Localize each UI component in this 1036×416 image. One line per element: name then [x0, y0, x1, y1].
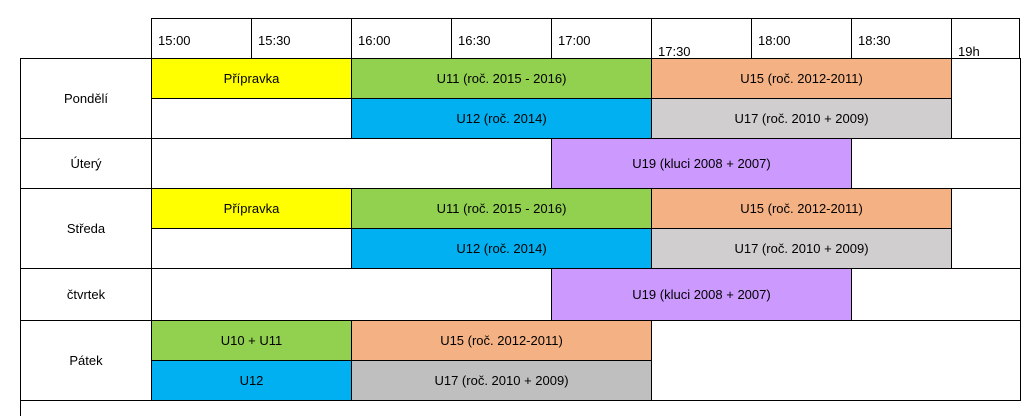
empty-cell: [151, 228, 352, 269]
training-block: U12: [151, 360, 352, 401]
time-header: 17:00: [551, 18, 651, 58]
time-header: 18:30: [851, 18, 951, 58]
time-header: 16:30: [451, 18, 551, 58]
empty-cell: [151, 98, 352, 139]
training-block: Přípravka: [151, 58, 352, 99]
day-name: Středa: [20, 188, 152, 269]
time-header: 17:30: [651, 18, 751, 58]
training-block: U10 + U11: [151, 320, 352, 361]
training-block: U12 (roč. 2014): [351, 228, 652, 269]
edge-line: [20, 400, 21, 416]
time-header: 15:30: [251, 18, 351, 58]
time-header: 18:00: [751, 18, 851, 58]
training-block: U17 (roč. 2010 + 2009): [651, 228, 952, 269]
training-block: U15 (roč. 2012-2011): [351, 320, 652, 361]
time-header: 19h: [951, 18, 1020, 58]
training-block: U15 (roč. 2012-2011): [651, 58, 952, 99]
training-block: U12 (roč. 2014): [351, 98, 652, 139]
training-block: Přípravka: [151, 188, 352, 229]
day-name: Úterý: [20, 138, 152, 189]
time-header: 16:00: [351, 18, 451, 58]
day-name: čtvrtek: [20, 268, 152, 321]
training-block: U19 (kluci 2008 + 2007): [551, 138, 852, 189]
training-block: U19 (kluci 2008 + 2007): [551, 268, 852, 321]
empty-cell: [151, 268, 552, 321]
time-header: 15:00: [151, 18, 251, 58]
training-block: U15 (roč. 2012-2011): [651, 188, 952, 229]
training-block: U11 (roč. 2015 - 2016): [351, 58, 652, 99]
training-block: U17 (roč. 2010 + 2009): [651, 98, 952, 139]
training-block: U17 (roč. 2010 + 2009): [351, 360, 652, 401]
training-block: U11 (roč. 2015 - 2016): [351, 188, 652, 229]
day-name: Pátek: [20, 320, 152, 401]
empty-cell: [151, 138, 552, 189]
day-name: Pondělí: [20, 58, 152, 139]
